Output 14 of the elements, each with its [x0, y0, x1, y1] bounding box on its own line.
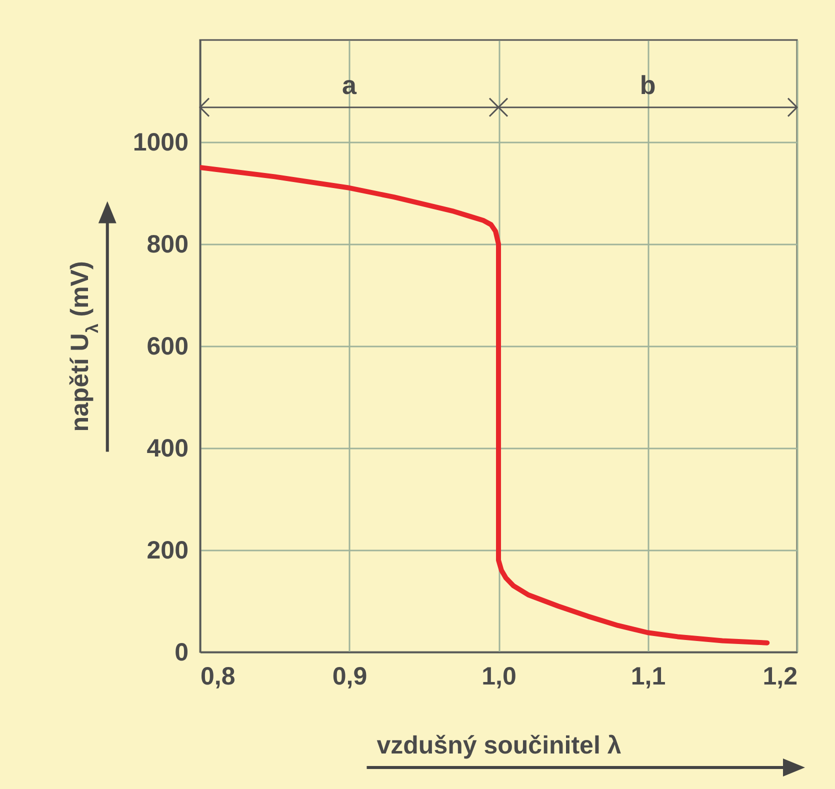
- x-tick-label: 1,1: [630, 662, 666, 690]
- annotation: b: [640, 70, 656, 100]
- y-tick-label: 0: [174, 638, 188, 666]
- x-tick-label: 0,8: [200, 662, 236, 690]
- x-tick-label: 1,0: [482, 662, 516, 690]
- y-tick-label: 1000: [132, 128, 188, 156]
- y-tick-label: 400: [146, 434, 188, 462]
- x-axis-title: vzdušný součinitel λ: [376, 732, 622, 760]
- x-tick-label: 1,2: [762, 662, 798, 690]
- x-tick-label: 0,9: [332, 662, 368, 690]
- annotation: a: [342, 70, 358, 100]
- y-tick-label: 800: [146, 230, 188, 258]
- y-tick-label: 200: [146, 536, 188, 564]
- y-tick-label: 600: [146, 332, 188, 360]
